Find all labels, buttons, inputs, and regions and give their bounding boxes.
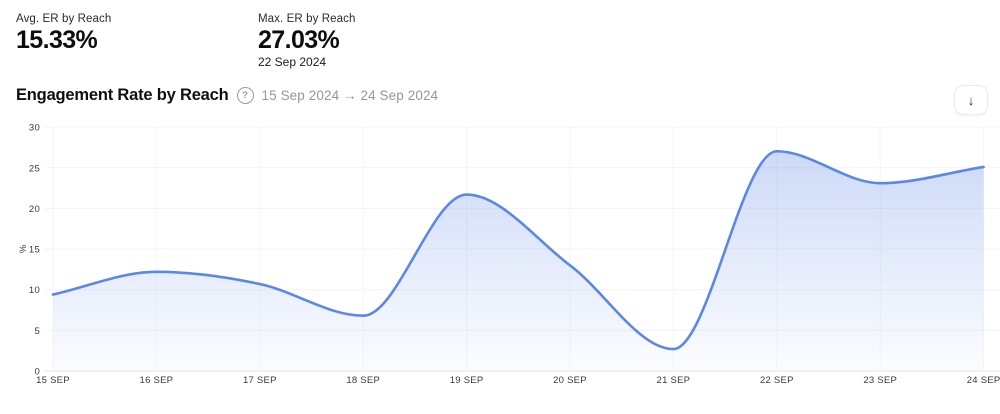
stat-max-date: 22 Sep 2024 <box>258 55 327 70</box>
stat-max-value: 27.03% <box>258 26 340 54</box>
y-axis-tick: 10 <box>29 285 40 296</box>
x-axis-tick: 22 SEP <box>760 375 794 386</box>
y-axis-tick: 0 <box>34 367 40 378</box>
y-axis-tick: 5 <box>34 326 40 337</box>
x-axis-tick: 17 SEP <box>243 375 277 386</box>
x-axis-tick: 20 SEP <box>553 375 587 386</box>
help-circle-icon[interactable]: ? <box>236 87 254 104</box>
er-line-series <box>51 149 985 351</box>
x-axis-tick: 18 SEP <box>346 375 380 386</box>
x-axis-tick: 23 SEP <box>863 375 897 386</box>
y-axis-tick: 30 <box>29 123 40 134</box>
chart-title: Engagement Rate by Reach <box>16 86 229 104</box>
x-axis-tick: 21 SEP <box>657 375 691 386</box>
x-axis-tick: 24 SEP <box>967 375 1000 386</box>
stat-avg-er: Avg. ER by Reach 15.33% <box>16 13 111 53</box>
y-axis-tick: 20 <box>29 204 40 215</box>
area-fill <box>53 151 984 371</box>
date-range: 15 Sep 2024 → 24 Sep 2024 <box>261 88 439 103</box>
stat-max-label: Max. ER by Reach <box>258 13 356 25</box>
y-axis-tick: 25 <box>29 163 40 174</box>
y-axis-unit-label: % <box>18 244 29 253</box>
download-arrow-icon: ↓ <box>967 92 975 108</box>
x-axis-tick: 16 SEP <box>140 375 174 386</box>
x-axis-tick: 15 SEP <box>36 375 70 386</box>
chart-header: Engagement Rate by Reach ? 15 Sep 2024 →… <box>16 86 438 105</box>
download-button[interactable]: ↓ <box>954 85 988 115</box>
chart-canvas[interactable]: 0 5 10 15 20 25 30% 15 SEP 16 SEP 17 SEP 18 SEP 19 … <box>0 118 1000 409</box>
y-axis-tick: 15 <box>29 245 40 256</box>
er-by-reach-chart[interactable]: 0 5 10 15 20 25 30% 15 SEP 16 SEP 17 SEP 18 SEP 19 … <box>0 118 1000 409</box>
stat-max-er: Max. ER by Reach 27.03% 22 Sep 2024 <box>258 13 355 69</box>
stat-avg-value: 15.33% <box>16 26 98 54</box>
x-axis-tick: 19 SEP <box>450 375 484 386</box>
stat-avg-label: Avg. ER by Reach <box>16 13 112 25</box>
